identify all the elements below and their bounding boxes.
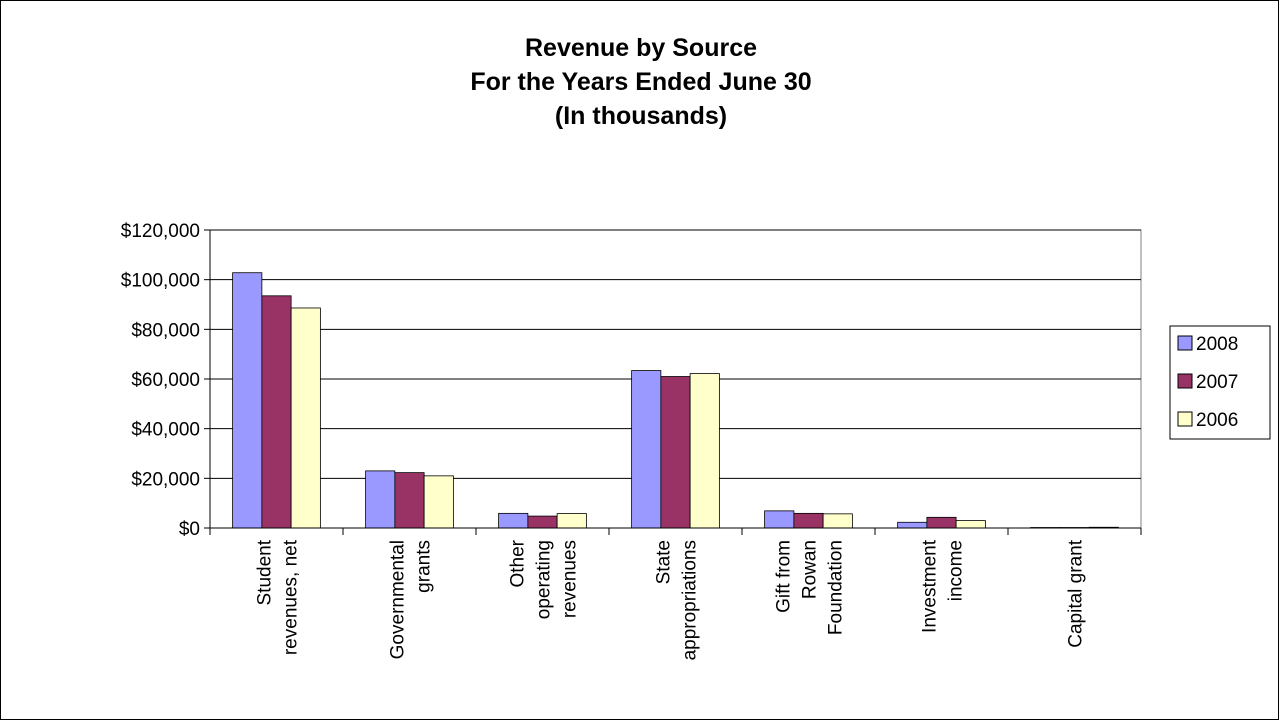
legend-label: 2008	[1196, 334, 1238, 355]
chart-title: Revenue by Source For the Years Ended Jun…	[470, 34, 811, 130]
bar-2007	[394, 472, 425, 529]
bar-2007	[926, 516, 957, 529]
bar-2008	[764, 510, 795, 529]
category-label-line: Student	[255, 539, 276, 605]
chart-title-line: Revenue by Source	[525, 34, 757, 62]
category-label-line: Rowan	[800, 540, 821, 599]
bar-2007	[261, 295, 292, 529]
category-label-line: income	[946, 540, 967, 601]
chart-title-line: (In thousands)	[555, 102, 727, 130]
category-label: Governmental grants	[388, 540, 435, 659]
category-label: Capital grant	[1066, 539, 1087, 647]
category-label-line: revenues, net	[281, 539, 302, 655]
bar-2008	[498, 512, 529, 529]
bar-2006	[955, 520, 986, 529]
legend-label: 2007	[1196, 372, 1238, 393]
category-label-line: Capital grant	[1066, 539, 1087, 647]
bar-2008	[631, 370, 662, 529]
category-label-line: grants	[414, 540, 435, 593]
bars	[232, 272, 1119, 529]
y-axis-tick-labels: $0 $20,000 $40,000 $60,000 $80,000 $100,000 $1…	[121, 221, 200, 540]
y-tick-label: $120,000	[121, 221, 200, 242]
y-tick-label: $60,000	[131, 370, 200, 391]
category-label-line: Investment	[920, 539, 941, 633]
category-label-line: Governmental	[388, 540, 409, 659]
bar-2008	[365, 470, 396, 529]
legend-swatch	[1177, 411, 1193, 427]
category-label-line: Other	[508, 539, 529, 587]
y-tick-label: $40,000	[131, 420, 200, 441]
bar-2007	[527, 515, 558, 529]
x-axis	[209, 527, 1142, 535]
legend-swatch	[1177, 335, 1193, 351]
bar-2007	[660, 376, 691, 529]
legend-label: 2006	[1196, 410, 1238, 431]
y-tick-label: $20,000	[131, 469, 200, 490]
category-labels: Student revenues, net Governmental grants Ot…	[255, 539, 1087, 660]
category-label-line: Foundation	[826, 540, 847, 635]
bar-2007	[793, 512, 824, 529]
bar-2006	[822, 513, 853, 529]
chart-title-line: For the Years Ended June 30	[470, 68, 811, 96]
bar-2006	[423, 475, 454, 529]
category-label: Other operating revenues	[508, 539, 581, 619]
category-label-line: appropriations	[680, 540, 701, 660]
category-label-line: revenues	[560, 540, 581, 618]
category-label: Gift from Rowan Foundation	[774, 540, 847, 635]
category-label-line: operating	[534, 540, 555, 619]
bar-2006	[689, 373, 720, 529]
bar-2008	[232, 272, 263, 529]
y-tick-label: $80,000	[131, 320, 200, 341]
category-label-line: State	[654, 540, 675, 584]
category-label: Student revenues, net	[255, 539, 302, 655]
bar-2008	[897, 521, 928, 529]
bar-2006	[556, 513, 587, 529]
category-label: State appropriations	[654, 540, 701, 660]
legend-swatch	[1177, 373, 1193, 389]
y-tick-label: $0	[179, 519, 200, 540]
y-tick-label: $100,000	[121, 271, 200, 292]
bar-2006	[290, 307, 321, 529]
category-label-line: Gift from	[774, 540, 795, 613]
category-label: Investment income	[920, 539, 967, 633]
legend: 2008 2007 2006	[1169, 325, 1271, 440]
